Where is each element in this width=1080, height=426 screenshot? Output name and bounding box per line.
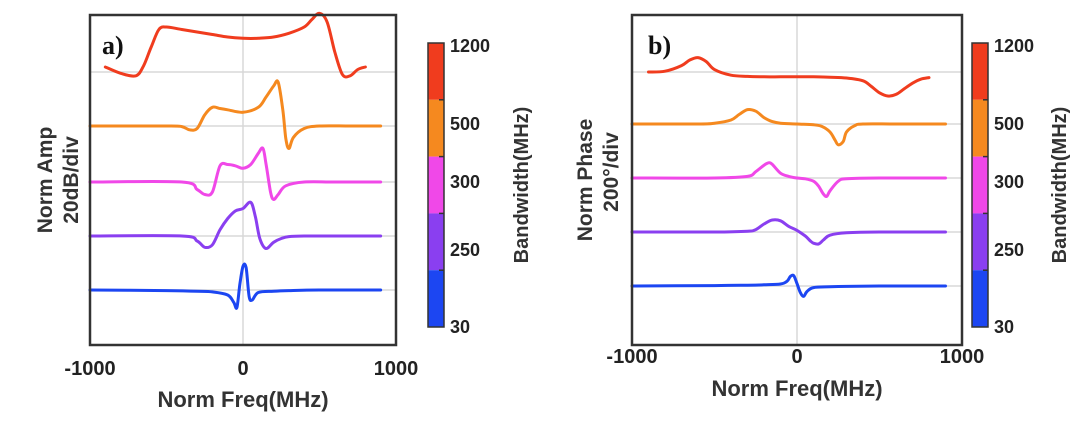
cbtick-a-0: 1200	[450, 36, 490, 56]
colorbar-segment-a-30	[428, 270, 444, 327]
colorbar-b	[972, 43, 988, 327]
series-a-500	[88, 79, 383, 150]
colorbar-segment-a-300	[428, 156, 444, 214]
ylabel-b-line1: Norm Phase	[574, 119, 597, 242]
xlabel-b: Norm Freq(MHz)	[711, 376, 882, 401]
series-a-1200	[103, 11, 367, 79]
series-b-500	[630, 107, 947, 147]
xtick-b-2: 1000	[940, 346, 985, 368]
colorbar-segment-b-1200	[972, 43, 988, 100]
colorbar-segment-a-250	[428, 213, 444, 271]
series-a-250	[88, 200, 383, 251]
colorbar-label-a: Bandwidth(MHz)	[511, 107, 533, 264]
colorbar-segment-a-1200	[428, 43, 444, 100]
xtick-b-0: -1000	[606, 346, 657, 368]
colorbar-segment-b-30	[972, 270, 988, 327]
xtick-b-1: 0	[791, 346, 802, 368]
series-b-30	[630, 273, 947, 298]
cbtick-b-2: 300	[994, 172, 1024, 192]
colorbar-label-b: Bandwidth(MHz)	[1049, 107, 1071, 264]
colorbar-frame-b	[971, 42, 989, 328]
axes-frame-b	[630, 13, 964, 347]
cbtick-a-1: 500	[450, 114, 480, 134]
cbtick-a-2: 300	[450, 172, 480, 192]
colorbar-segment-b-300	[972, 156, 988, 214]
ylabel-a-line2: 20dB/div	[60, 136, 83, 224]
curves-a	[88, 11, 383, 310]
series-b-1200	[647, 56, 931, 98]
ylabel-a-line1: Norm Amp	[34, 127, 57, 234]
colorbar-segment-b-500	[972, 99, 988, 157]
cbtick-b-3: 250	[994, 240, 1024, 260]
panel-label-a: a)	[102, 31, 124, 60]
series-b-250	[630, 218, 947, 246]
xtick-a-2: 1000	[374, 358, 419, 380]
colorbar-a	[428, 43, 444, 327]
cbtick-b-1: 500	[994, 114, 1024, 134]
colorbar-segment-a-500	[428, 99, 444, 157]
cbtick-b-4: 30	[994, 317, 1014, 337]
series-a-300	[88, 146, 383, 202]
cbtick-a-4: 30	[450, 317, 470, 337]
panel-a: a) -1000 0 1000 Norm Freq(MHz) Norm Amp …	[34, 11, 533, 412]
xtick-a-0: -1000	[64, 358, 115, 380]
colorbar-frame-a	[427, 42, 445, 328]
ylabel-b-line2: 200°/div	[600, 132, 623, 212]
xlabel-a: Norm Freq(MHz)	[157, 387, 328, 412]
panel-b: b) -1000 0 1000 Norm Freq(MHz) Norm Phas…	[574, 13, 1071, 401]
cbtick-a-3: 250	[450, 240, 480, 260]
cbtick-b-0: 1200	[994, 36, 1034, 56]
series-a-30	[88, 262, 383, 310]
axes-frame-a	[88, 13, 398, 347]
colorbar-segment-b-250	[972, 213, 988, 271]
curves-b	[630, 56, 947, 298]
xtick-a-1: 0	[237, 358, 248, 380]
series-b-300	[630, 161, 947, 199]
panel-label-b: b)	[648, 31, 671, 60]
